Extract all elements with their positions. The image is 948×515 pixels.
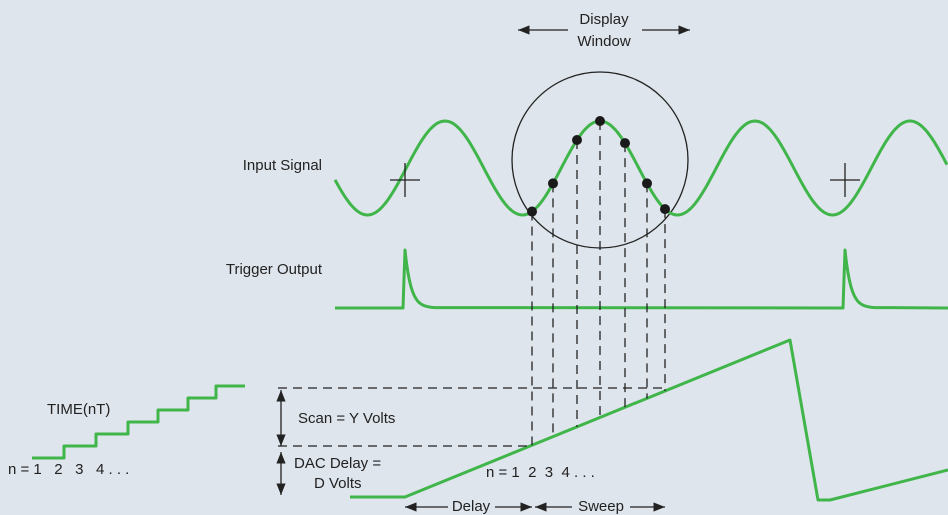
ramp: [350, 338, 948, 502]
sample-dot: [595, 116, 605, 126]
sample-dot: [620, 138, 630, 149]
crosshair: [390, 163, 860, 197]
sample-dot: [642, 178, 652, 189]
staircase: [32, 384, 245, 460]
window-label: Window: [577, 33, 631, 50]
scan-label: Scan = Y Volts: [298, 410, 395, 427]
trigger-output: [335, 248, 948, 310]
display-label: Display: [579, 11, 629, 28]
sample-dot: [572, 134, 582, 145]
input-signal-label: Input Signal: [243, 157, 322, 174]
sweep-label: Sweep: [578, 498, 624, 515]
dac-delay-label: DAC Delay =: [294, 455, 381, 472]
delay-label: Delay: [452, 498, 491, 515]
staircase-n-label: n = 1 2 3 4 . . .: [8, 461, 129, 478]
ramp-n-label: n = 1 2 3 4 . . .: [486, 464, 595, 481]
trigger-output-label: Trigger Output: [226, 261, 323, 278]
sample-lines: [531, 121, 666, 446]
time-label: TIME(nT): [47, 401, 110, 418]
sample-dots: [527, 116, 670, 217]
sample-dot: [548, 178, 558, 189]
dac-delay-label: D Volts: [314, 475, 362, 492]
sample-dot: [660, 204, 670, 215]
sample-dot: [527, 206, 537, 217]
input-signal: [333, 119, 948, 217]
